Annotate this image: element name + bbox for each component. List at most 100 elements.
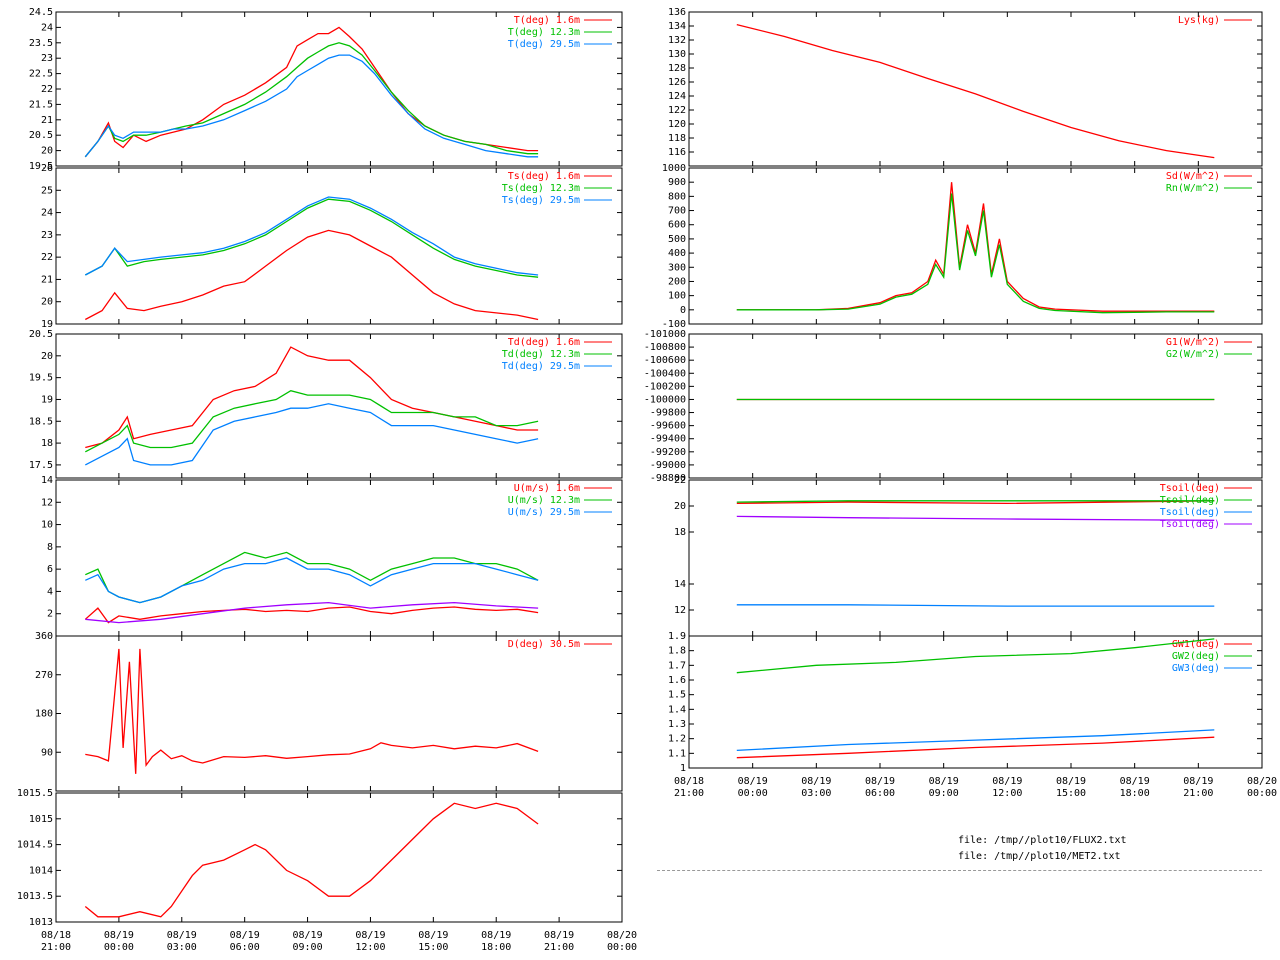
y-tick-label: -99200 (650, 447, 686, 458)
y-tick-label: 19 (41, 394, 53, 405)
x-tick-label-right-time: 03:00 (801, 788, 831, 799)
series-line-2 (84, 54, 539, 158)
x-tick-label-right-time: 00:00 (1247, 788, 1277, 799)
y-tick-label: 24 (41, 22, 53, 33)
file-label-flux: file: /tmp//plot10/FLUX2.txt (958, 835, 1127, 846)
y-tick-label: 20 (674, 501, 686, 512)
y-tick-label: 1.2 (668, 734, 686, 745)
y-tick-label: 18 (674, 527, 686, 538)
y-tick-label: 400 (668, 248, 686, 259)
y-tick-label: 1013.5 (17, 891, 53, 902)
legend-label-1: G2(W/m^2) (1166, 349, 1220, 360)
plot-frame (55, 792, 623, 923)
y-tick-label: 12 (674, 605, 686, 616)
legend-label-1: Tsoil(deg) (1160, 495, 1220, 506)
y-tick-label: -98800 (650, 473, 686, 484)
x-tick-label-left-date: 08/19 (230, 930, 260, 941)
series-line-0 (84, 26, 539, 158)
y-tick-label: 20.5 (29, 130, 53, 141)
y-tick-label: 1.6 (668, 675, 686, 686)
y-tick-label: 10 (41, 520, 53, 531)
x-tick-label-left-time: 06:00 (230, 942, 260, 953)
x-tick-label-left-date: 08/19 (355, 930, 385, 941)
y-tick-label: 100 (668, 291, 686, 302)
y-tick-label: 1000 (662, 163, 686, 174)
y-tick-label: 18.5 (29, 416, 53, 427)
y-tick-label: 128 (668, 63, 686, 74)
y-tick-label: -99800 (650, 408, 686, 419)
y-tick-label: 126 (668, 77, 686, 88)
y-tick-label: 17.5 (29, 460, 53, 471)
x-tick-label-left-date: 08/19 (104, 930, 134, 941)
y-tick-label: 20.5 (29, 329, 53, 340)
y-tick-label: 18 (41, 438, 53, 449)
y-tick-label: 180 (35, 709, 53, 720)
series-line-1 (736, 193, 1215, 314)
y-tick-label: 800 (668, 191, 686, 202)
y-tick-label: 1.5 (668, 690, 686, 701)
y-tick-label: 25 (41, 185, 53, 196)
y-tick-label: 22.5 (29, 69, 53, 80)
y-tick-label: 19.5 (29, 373, 53, 384)
legend-label-2: Ts(deg) 29.5m (502, 195, 580, 206)
legend-label-0: G1(W/m^2) (1166, 337, 1220, 348)
x-tick-label-right-time: 15:00 (1056, 788, 1086, 799)
y-tick-label: -100400 (644, 368, 686, 379)
panel-p9: -101000 -100800 -100600 -100400 -100200 -1000… (644, 329, 1263, 484)
x-tick-label-right-time: 00:00 (738, 788, 768, 799)
y-tick-label: 700 (668, 206, 686, 217)
y-tick-label: -100600 (644, 355, 686, 366)
series-line-1 (84, 42, 539, 158)
x-tick-label-right-date: 08/19 (1183, 776, 1213, 787)
y-tick-label: 21 (41, 115, 53, 126)
series-line-0 (736, 500, 1215, 505)
y-tick-label: 1014 (29, 865, 53, 876)
y-tick-label: 90 (41, 747, 53, 758)
legend-label-2: GW3(deg) (1172, 663, 1220, 674)
x-tick-label-right-date: 08/19 (1120, 776, 1150, 787)
x-tick-label-right-time: 09:00 (929, 788, 959, 799)
y-tick-label: 1015.5 (17, 788, 53, 799)
y-tick-label: 24.5 (29, 7, 53, 18)
y-tick-label: 1.1 (668, 748, 686, 759)
series-line-0 (736, 23, 1215, 159)
y-tick-label: 132 (668, 35, 686, 46)
y-tick-label: -100 (662, 319, 686, 330)
y-tick-label: 20 (41, 146, 53, 157)
y-tick-label: 2 (47, 609, 53, 620)
y-tick-label: 1014.5 (17, 840, 53, 851)
y-tick-label: 8 (47, 542, 53, 553)
plot-frame (55, 167, 623, 325)
y-tick-label: 14 (41, 475, 53, 486)
x-tick-label-right-time: 06:00 (865, 788, 895, 799)
legend-label-2: U(m/s) 29.5m (508, 507, 580, 518)
series-line-2 (736, 604, 1215, 607)
legend-label-1: Td(deg) 12.3m (502, 349, 580, 360)
y-tick-label: 26 (41, 163, 53, 174)
x-tick-label-left-time: 15:00 (418, 942, 448, 953)
series-line-1 (84, 198, 539, 278)
legend-label-0: Tsoil(deg) (1160, 483, 1220, 494)
panel-p8: -100 0 100 200 300 400 500 600 700 800 900 1000 Sd(W… (662, 163, 1263, 330)
y-tick-label: 21.5 (29, 99, 53, 110)
x-tick-label-left-date: 08/19 (544, 930, 574, 941)
x-tick-label-left-date: 08/19 (293, 930, 323, 941)
x-tick-label-right-time: 21:00 (674, 788, 704, 799)
y-tick-label: 1 (680, 763, 686, 774)
y-tick-label: 1.9 (668, 631, 686, 642)
series-line-1 (736, 638, 1215, 674)
y-tick-label: 124 (668, 91, 686, 102)
x-tick-label-left-time: 00:00 (607, 942, 637, 953)
y-tick-label: 130 (668, 49, 686, 60)
series-line-2 (736, 729, 1215, 752)
legend-label-2: Tsoil(deg) (1160, 507, 1220, 518)
y-tick-label: 136 (668, 7, 686, 18)
legend-label-0: D(deg) 30.5m (508, 639, 580, 650)
y-tick-label: 20 (41, 351, 53, 362)
y-tick-label: 900 (668, 177, 686, 188)
legend-label-0: Ts(deg) 1.6m (508, 171, 580, 182)
y-tick-label: 1.3 (668, 719, 686, 730)
x-tick-label-right-time: 21:00 (1183, 788, 1213, 799)
y-tick-label: -101000 (644, 329, 686, 340)
x-tick-label-right-date: 08/19 (801, 776, 831, 787)
